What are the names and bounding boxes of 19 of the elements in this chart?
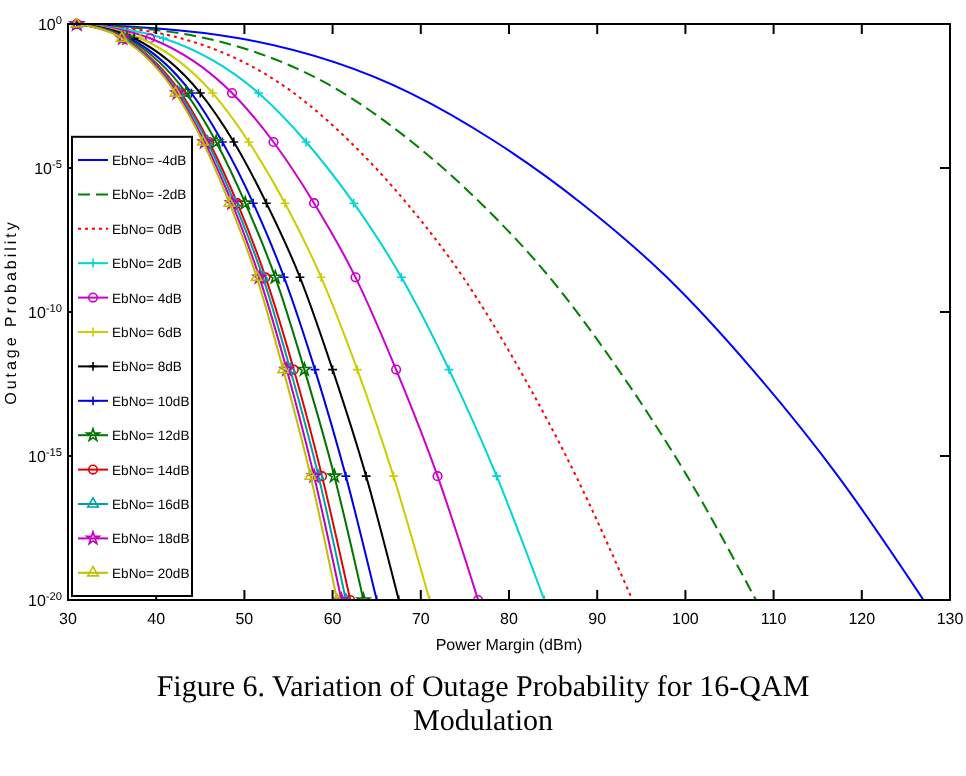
y-tick-label: 10$^{-5}$ (34, 160, 62, 178)
y-tick-label: 10$^{-10}$ (28, 304, 62, 322)
x-tick-label: 50 (235, 610, 255, 628)
x-axis-title: Power Margin (dBm) (435, 636, 584, 654)
y-tick-label: 10$^{-20}$ (28, 592, 62, 610)
y-tick-label: 10$^{0}$ (37, 16, 62, 34)
x-tick-label: 60 (323, 610, 343, 628)
x-tick-label: 110 (760, 610, 788, 628)
x-tick-label: 70 (411, 610, 431, 628)
caption: Figure 6. Variation of Outage Probability for 16-QAM Modulation (156, 672, 810, 738)
y-axis-title: Outage Probability (2, 219, 20, 405)
x-tick-label: 130 (936, 610, 965, 628)
x-tick-label: 100 (672, 610, 700, 628)
x-tick-label: 40 (147, 610, 167, 628)
x-tick-label: 30 (59, 610, 78, 628)
x-tick-label: 120 (848, 610, 877, 628)
x-tick-label: 80 (500, 610, 519, 628)
x-tick-label: 90 (588, 610, 608, 628)
y-tick-label: 10$^{-15}$ (28, 448, 62, 466)
